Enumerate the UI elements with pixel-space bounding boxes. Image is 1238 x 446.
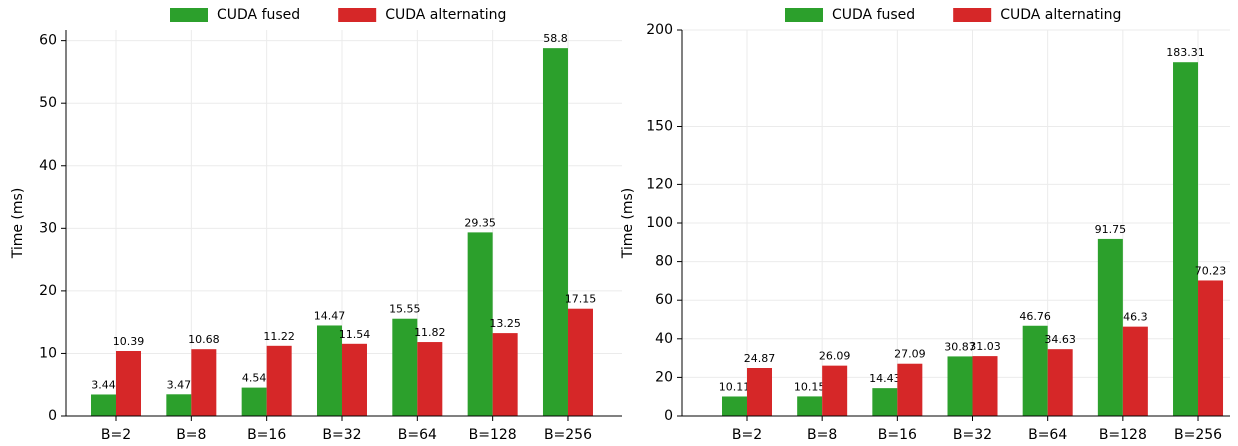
y-tick-label: 40: [39, 158, 57, 174]
data-label: 24.87: [744, 352, 776, 365]
x-tick-label: B=128: [469, 427, 517, 443]
bar: [972, 356, 998, 416]
x-tick-label: B=32: [953, 427, 992, 443]
data-label: 14.47: [314, 309, 346, 322]
bar: [492, 333, 518, 416]
bar: [91, 394, 116, 416]
x-tick-label: B=16: [878, 427, 917, 443]
bar: [166, 394, 192, 416]
data-label: 58.8: [543, 32, 568, 45]
y-tick-label: 0: [48, 408, 57, 424]
legend-label: CUDA alternating: [385, 7, 506, 23]
bar: [1097, 238, 1123, 416]
bar: [1047, 349, 1073, 416]
data-label: 14.43: [869, 372, 901, 385]
bar: [872, 388, 898, 416]
bar: [947, 356, 973, 416]
x-tick-label: B=2: [101, 427, 131, 443]
y-tick-label: 120: [646, 176, 673, 192]
bar: [747, 368, 772, 416]
y-tick-label: 200: [646, 22, 673, 38]
y-tick-label: 100: [646, 215, 673, 231]
x-tick-label: B=64: [398, 427, 437, 443]
data-label: 31.03: [969, 340, 1001, 353]
y-tick-label: 30: [39, 220, 57, 236]
bar: [1198, 280, 1224, 416]
legend-swatch: [785, 8, 823, 22]
bar: [266, 345, 292, 416]
bar: [722, 396, 747, 416]
legend-swatch: [338, 8, 377, 22]
data-label: 11.82: [414, 326, 446, 339]
data-label: 10.11: [719, 380, 751, 393]
y-tick-label: 80: [655, 254, 673, 270]
data-label: 11.22: [263, 330, 295, 343]
x-tick-label: B=8: [176, 427, 206, 443]
bar: [897, 363, 923, 416]
data-label: 183.31: [1166, 46, 1205, 59]
legend-label: CUDA fused: [832, 7, 915, 23]
data-label: 10.68: [188, 333, 220, 346]
data-label: 46.3: [1123, 311, 1148, 324]
x-tick-label: B=32: [322, 427, 361, 443]
legend-label: CUDA alternating: [1000, 7, 1121, 23]
bar: [1173, 62, 1199, 416]
data-label: 29.35: [464, 216, 496, 229]
data-label: 34.63: [1044, 333, 1076, 346]
data-label: 3.47: [167, 378, 192, 391]
data-label: 70.23: [1195, 264, 1227, 277]
data-label: 10.15: [794, 380, 826, 393]
data-label: 30.87: [944, 340, 976, 353]
data-label: 4.54: [242, 372, 267, 385]
data-label: 17.15: [565, 293, 597, 306]
data-label: 91.75: [1095, 223, 1127, 236]
y-tick-label: 60: [39, 33, 57, 49]
legend-swatch: [953, 8, 992, 22]
y-tick-label: 150: [646, 119, 673, 135]
bar: [191, 349, 217, 416]
y-tick-label: 10: [39, 345, 57, 361]
y-tick-label: 40: [655, 331, 673, 347]
bar: [1022, 325, 1048, 416]
bar: [797, 396, 823, 416]
x-tick-label: B=2: [732, 427, 762, 443]
x-tick-label: B=64: [1028, 427, 1067, 443]
x-tick-label: B=16: [247, 427, 286, 443]
bar: [542, 48, 568, 416]
bar: [467, 232, 493, 416]
legend-swatch: [170, 8, 208, 22]
x-tick-label: B=8: [807, 427, 837, 443]
data-label: 46.76: [1019, 310, 1051, 323]
x-tick-label: B=256: [544, 427, 592, 443]
y-axis-label: Time (ms): [620, 188, 636, 260]
bar: [1122, 326, 1148, 416]
data-label: 10.39: [113, 335, 145, 348]
y-tick-label: 50: [39, 95, 57, 111]
y-tick-label: 20: [39, 283, 57, 299]
bar: [417, 342, 443, 416]
data-label: 15.55: [389, 303, 421, 316]
bar: [822, 365, 848, 416]
y-tick-label: 0: [664, 408, 673, 424]
x-tick-label: B=128: [1099, 427, 1147, 443]
bar: [316, 325, 342, 416]
data-label: 27.09: [894, 348, 926, 361]
x-tick-label: B=256: [1174, 427, 1222, 443]
bar: [392, 318, 418, 416]
y-tick-label: 20: [655, 369, 673, 385]
bar: [116, 350, 141, 416]
bar: [341, 343, 367, 416]
data-label: 13.25: [489, 317, 521, 330]
bar: [567, 308, 593, 416]
y-axis-label: Time (ms): [10, 188, 26, 260]
data-label: 26.09: [819, 350, 851, 363]
legend-label: CUDA fused: [217, 7, 300, 23]
data-label: 11.54: [339, 328, 371, 341]
data-label: 3.44: [91, 378, 116, 391]
y-tick-label: 60: [655, 292, 673, 308]
bar: [241, 387, 267, 416]
